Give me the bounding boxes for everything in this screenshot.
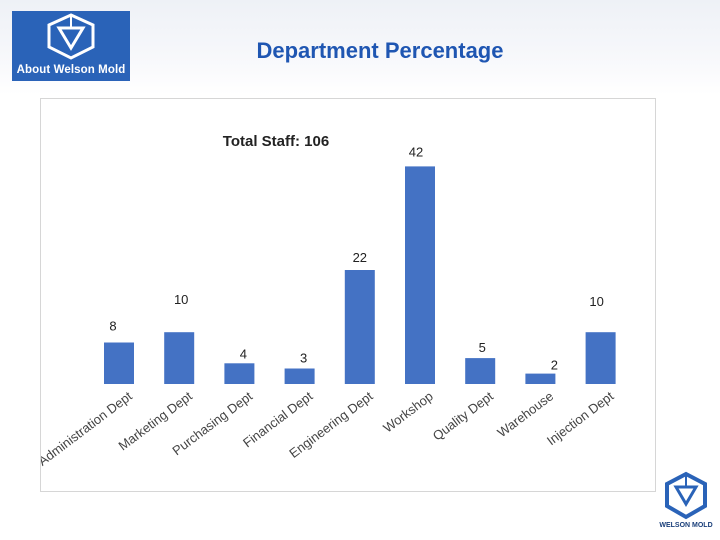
bar-engineering-dept [344, 270, 375, 384]
bar-purchasing-dept [224, 363, 255, 384]
value-label-financial-dept: 3 [300, 351, 307, 366]
category-label-administration-dept: Administration Dept [41, 388, 135, 468]
value-label-administration-dept: 8 [109, 319, 116, 334]
bar-injection-dept [585, 332, 616, 384]
bar-marketing-dept [164, 332, 195, 384]
page-title: Department Percentage [256, 38, 504, 63]
category-label-warehouse: Warehouse [494, 388, 556, 440]
bar-warehouse [525, 373, 556, 384]
bar-quality-dept [465, 358, 496, 384]
category-label-workshop: Workshop [380, 388, 436, 435]
value-label-injection-dept: 10 [589, 294, 603, 309]
value-label-engineering-dept: 22 [353, 250, 367, 265]
bar-administration-dept [104, 342, 134, 384]
chart-title: Total Staff: 106 [223, 133, 329, 150]
bar-workshop [405, 166, 435, 384]
footer-logo-text: WELSON MOLD [659, 522, 713, 529]
value-label-quality-dept: 5 [479, 340, 486, 355]
logo-text: About Welson Mold [16, 64, 126, 76]
logo-emblem-icon [47, 13, 95, 60]
footer-logo-emblem-icon [665, 471, 707, 520]
value-label-purchasing-dept: 4 [240, 346, 247, 361]
bar-chart: Total Staff: 106 8 10 4 3 22 42 5 2 10 Administr… [35, 133, 617, 469]
value-label-marketing-dept: 10 [174, 292, 188, 307]
company-logo[interactable]: About Welson Mold [12, 11, 130, 81]
value-label-workshop: 42 [409, 144, 423, 159]
bar-financial-dept [284, 368, 315, 384]
category-label-injection-dept: Injection Dept [544, 388, 617, 448]
value-label-warehouse: 2 [551, 358, 558, 373]
footer-logo[interactable]: WELSON MOLD [655, 470, 717, 538]
category-label-quality-dept: Quality Dept [430, 388, 496, 443]
chart-frame: Total Staff: 106 8 10 4 3 22 42 5 2 10 Administr… [35, 98, 656, 492]
